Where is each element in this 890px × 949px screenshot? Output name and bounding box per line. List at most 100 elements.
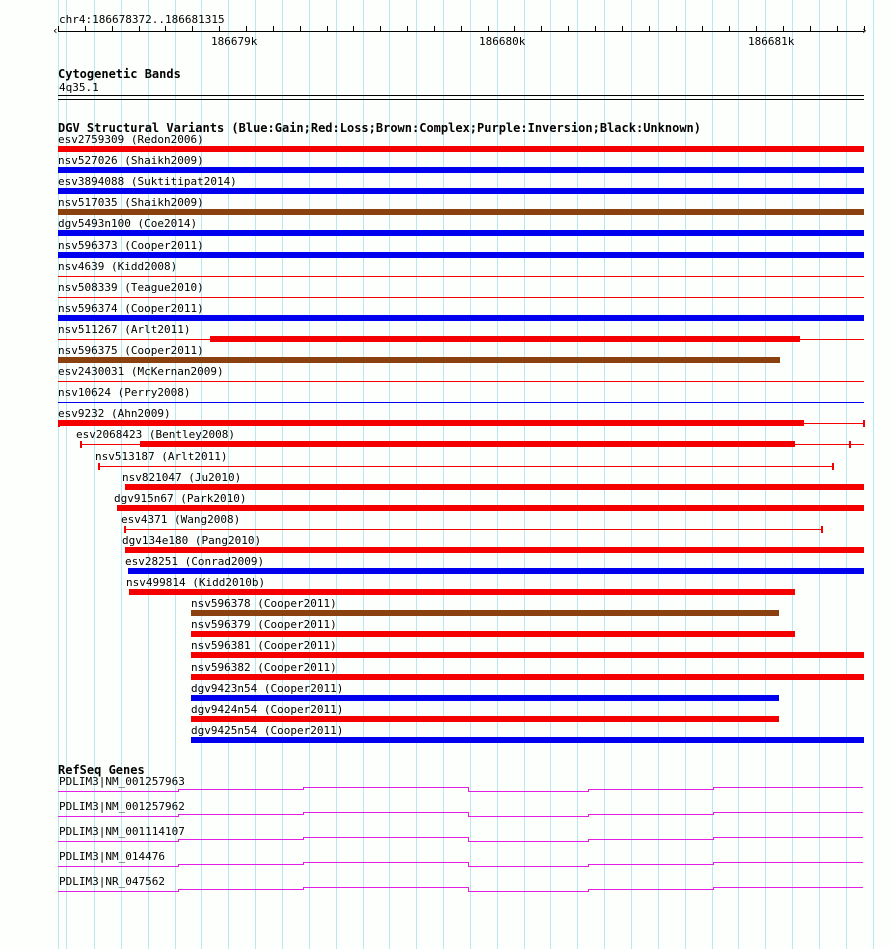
refseq-gene-label[interactable]: PDLIM3|NM_014476 (59, 850, 165, 863)
dgv-feature-label[interactable]: esv2759309 (Redon2006) (58, 133, 204, 146)
ruler-tick (488, 26, 489, 31)
ruler-tick (246, 26, 247, 31)
refseq-gene-label[interactable]: PDLIM3|NM_001257962 (59, 800, 185, 813)
dgv-feature-bar[interactable] (58, 167, 864, 173)
refseq-gene-label[interactable]: PDLIM3|NM_001114107 (59, 825, 185, 838)
ruler-tick (407, 26, 408, 31)
dgv-feature-bar[interactable] (191, 610, 779, 616)
dgv-feature-label[interactable]: nsv596375 (Cooper2011) (58, 344, 204, 357)
ruler-tick (702, 26, 703, 31)
dgv-feature-bar[interactable] (58, 252, 864, 258)
ruler-tick (622, 26, 623, 31)
refseq-gene-segment (468, 791, 588, 792)
dgv-feature-bar[interactable] (191, 695, 779, 701)
dgv-feature-bar[interactable] (58, 188, 864, 194)
dgv-feature-label[interactable]: dgv9425n54 (Cooper2011) (191, 724, 344, 737)
dgv-feature-label[interactable]: nsv596374 (Cooper2011) (58, 302, 204, 315)
refseq-gene-glyph[interactable] (0, 885, 890, 899)
cytoband-label[interactable]: 4q35.1 (59, 81, 99, 94)
dgv-feature-label[interactable]: esv3894088 (Suktitipat2014) (58, 175, 237, 188)
grid-line (497, 0, 498, 949)
dgv-feature-bar[interactable] (58, 276, 864, 277)
dgv-feature-endcap (863, 420, 865, 427)
dgv-feature-label[interactable]: nsv821047 (Ju2010) (122, 471, 242, 484)
dgv-feature-label[interactable]: nsv596378 (Cooper2011) (191, 597, 337, 610)
refseq-gene-step (303, 887, 304, 890)
refseq-gene-step (468, 887, 469, 892)
ruler-tick (219, 26, 220, 31)
dgv-feature-label[interactable]: nsv10624 (Perry2008) (58, 386, 191, 399)
dgv-feature-bar[interactable] (58, 146, 864, 152)
dgv-feature-label[interactable]: nsv596373 (Cooper2011) (58, 239, 204, 252)
dgv-feature-bar[interactable] (98, 466, 833, 467)
refseq-gene-segment (58, 866, 178, 867)
dgv-feature-label[interactable]: esv9232 (Ahn2009) (58, 407, 171, 420)
dgv-feature-label[interactable]: dgv5493n100 (Coe2014) (58, 217, 198, 230)
dgv-feature-bar[interactable] (128, 568, 864, 574)
dgv-feature-label[interactable]: nsv596382 (Cooper2011) (191, 661, 337, 674)
dgv-feature-bar[interactable] (58, 297, 864, 298)
dgv-feature-bar[interactable] (58, 357, 780, 363)
dgv-feature-bar[interactable] (117, 505, 864, 511)
refseq-gene-segment (178, 789, 303, 790)
dgv-feature-label[interactable]: nsv527026 (Shaikh2009) (58, 154, 204, 167)
refseq-gene-label[interactable]: PDLIM3|NM_001257963 (59, 775, 185, 788)
dgv-feature-bar[interactable] (58, 230, 864, 236)
dgv-feature-label[interactable]: dgv134e180 (Pang2010) (122, 534, 262, 547)
dgv-feature-label[interactable]: dgv9423n54 (Cooper2011) (191, 682, 344, 695)
dgv-feature-label[interactable]: esv2068423 (Bentley2008) (76, 428, 235, 441)
dgv-feature-bar[interactable] (125, 484, 864, 490)
refseq-gene-segment (468, 891, 588, 892)
grid-line (470, 0, 471, 949)
track-separator-top (58, 95, 864, 96)
dgv-feature-bar[interactable] (58, 402, 864, 403)
grid-line (416, 0, 417, 949)
dgv-feature-bar[interactable] (58, 420, 804, 426)
dgv-feature-bar[interactable] (58, 209, 864, 215)
grid-line (604, 0, 605, 949)
refseq-gene-glyph[interactable] (0, 835, 890, 849)
refseq-gene-segment (588, 839, 713, 840)
dgv-feature-bar[interactable] (58, 315, 864, 321)
dgv-feature-label[interactable]: dgv915n67 (Park2010) (114, 492, 247, 505)
refseq-gene-glyph[interactable] (0, 860, 890, 874)
dgv-feature-label[interactable]: nsv4639 (Kidd2008) (58, 260, 178, 273)
grid-line (443, 0, 444, 949)
dgv-feature-bar[interactable] (58, 381, 864, 382)
dgv-feature-label[interactable]: dgv9424n54 (Cooper2011) (191, 703, 344, 716)
dgv-feature-bar[interactable] (210, 336, 800, 342)
dgv-feature-bar[interactable] (140, 441, 795, 447)
track-separator-bottom (58, 99, 864, 100)
refseq-gene-label[interactable]: PDLIM3|NR_047562 (59, 875, 165, 888)
dgv-feature-label[interactable]: nsv499814 (Kidd2010b) (126, 576, 266, 589)
refseq-gene-step (468, 837, 469, 842)
dgv-feature-endcap (849, 441, 851, 448)
dgv-feature-bar[interactable] (125, 547, 864, 553)
dgv-feature-bar[interactable] (191, 631, 795, 637)
dgv-feature-bar[interactable] (129, 589, 795, 595)
dgv-feature-label[interactable]: nsv511267 (Arlt2011) (58, 323, 191, 336)
grid-line (577, 0, 578, 949)
grid-line (765, 0, 766, 949)
dgv-feature-bar[interactable] (191, 652, 864, 658)
refseq-track-title: RefSeq Genes (58, 763, 145, 777)
dgv-feature-bar[interactable] (191, 674, 864, 680)
dgv-feature-label[interactable]: nsv596381 (Cooper2011) (191, 639, 337, 652)
dgv-feature-label[interactable]: esv2430031 (McKernan2009) (58, 365, 224, 378)
dgv-feature-bar[interactable] (124, 529, 822, 530)
refseq-gene-glyph[interactable] (0, 810, 890, 824)
dgv-feature-label[interactable]: esv4371 (Wang2008) (121, 513, 241, 526)
dgv-feature-label[interactable]: nsv517035 (Shaikh2009) (58, 196, 204, 209)
ruler-tick (165, 26, 166, 31)
refseq-gene-step (303, 787, 304, 790)
dgv-feature-bar[interactable] (191, 716, 779, 722)
dgv-feature-endcap (80, 441, 82, 448)
refseq-gene-step (468, 862, 469, 867)
dgv-feature-label[interactable]: nsv513187 (Arlt2011) (95, 450, 228, 463)
dgv-feature-label[interactable]: nsv596379 (Cooper2011) (191, 618, 337, 631)
dgv-feature-bar[interactable] (191, 737, 864, 743)
refseq-gene-glyph[interactable] (0, 785, 890, 799)
dgv-feature-label[interactable]: nsv508339 (Teague2010) (58, 281, 204, 294)
refseq-gene-segment (178, 864, 303, 865)
dgv-feature-label[interactable]: esv28251 (Conrad2009) (125, 555, 265, 568)
